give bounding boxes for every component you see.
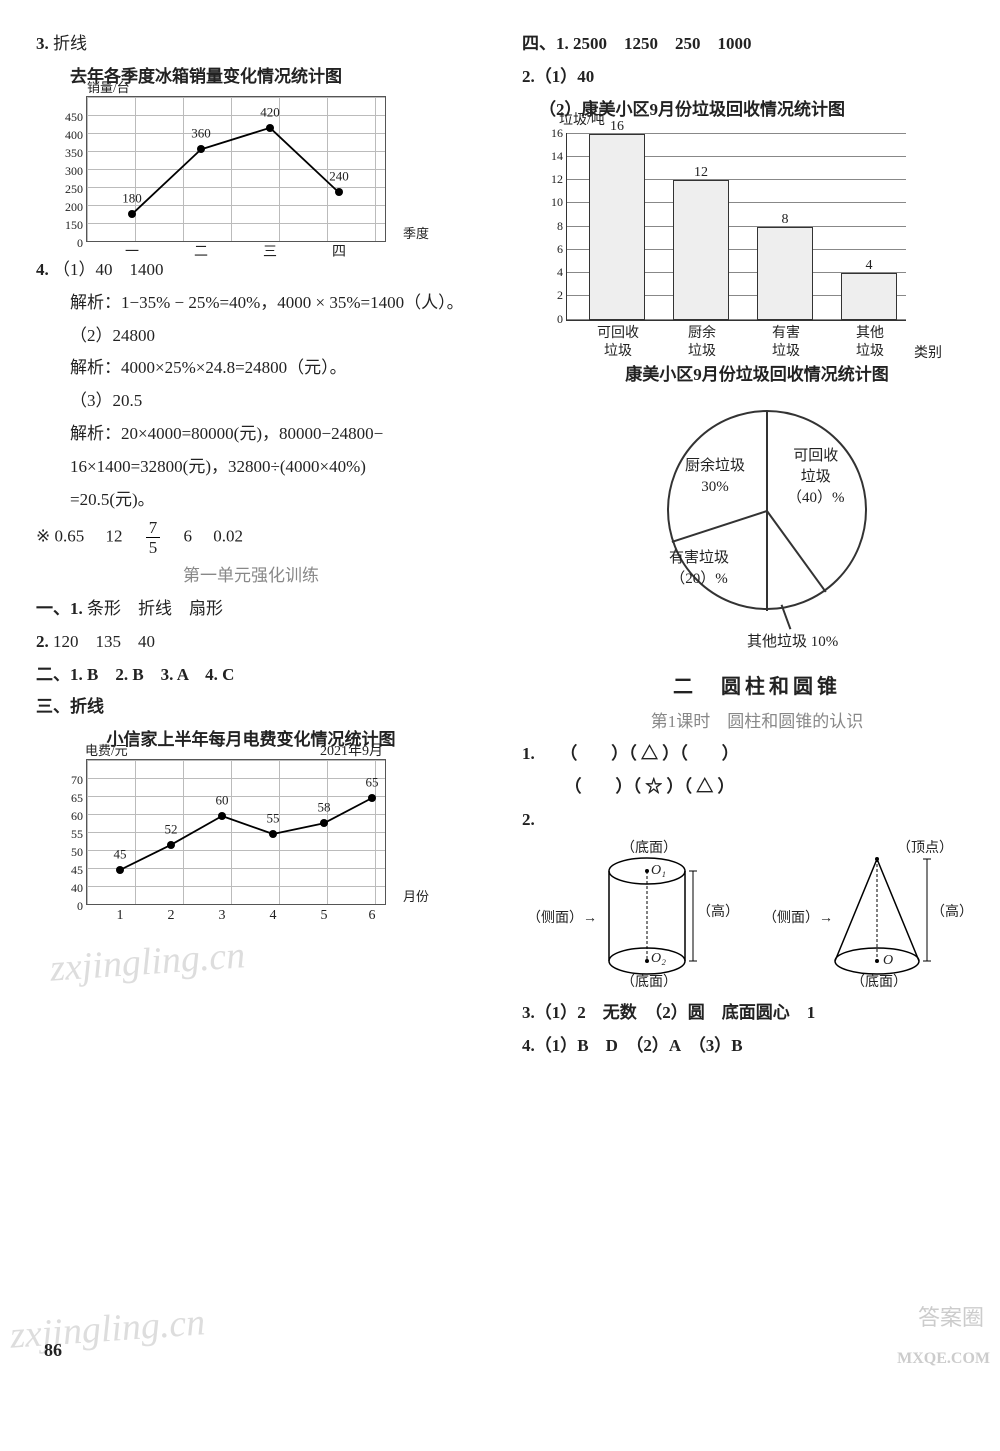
cone-diagram: （顶点） （侧面）→ （高） （底面） O <box>767 841 977 991</box>
cylinder-diagram: （底面） （侧面）→ （高） （底面） O₁ O₂ <box>537 841 737 991</box>
q4-3-exp1: 解析：20×4000=80000(元)，80000−24800− <box>36 420 466 449</box>
r2: 2.（1）40 <box>522 63 992 92</box>
rq3: 3.（1）2 无数 （2）圆 底面圆心 1 <box>522 999 992 1028</box>
bar-xlabel: 类别 <box>914 342 942 366</box>
chart2-ylabel: 电费/元 <box>85 740 128 762</box>
chart2: 电费/元 月份 2021年9月 040455055606570123456455… <box>86 759 386 905</box>
q1a: 1. （ ）（ △ ）（ ） <box>522 740 992 769</box>
q1b: （ ）（ ☆ ）（ △ ） <box>522 773 992 802</box>
pie-chart: 可回收 垃圾 （40）%其他垃圾 10%有害垃圾 （20）%厨余垃圾 30% <box>627 396 887 656</box>
page-root: 3. 折线 去年各季度冰箱销量变化情况统计图 销量/台 季度 015020025… <box>36 30 964 1352</box>
chart2-xlabel: 月份 <box>403 886 429 908</box>
p3: 二、1. B 2. B 3. A 4. C <box>36 661 466 690</box>
p4: 三、折线 <box>36 693 466 722</box>
chart1-ylabel: 销量/台 <box>87 77 130 99</box>
fraction: 75 <box>146 519 161 556</box>
lesson-title: 第1课时 圆柱和圆锥的认识 <box>522 708 992 737</box>
page-number: 86 <box>44 1335 62 1366</box>
q4-3: （3）20.5 <box>36 387 466 416</box>
p2: 2. 120 135 40 <box>36 628 466 657</box>
star-icon: ※ <box>36 526 50 545</box>
r1: 四、1. 2500 1250 250 1000 <box>522 30 992 59</box>
q3-prefix: 3. <box>36 34 49 53</box>
rq4: 4.（1）B D （2）A （3）B <box>522 1032 992 1061</box>
bar-chart: 垃圾/吨 类别 024681012141616可回收 垃圾12厨余 垃圾8有害 … <box>566 133 906 321</box>
q4-2-exp: 解析：4000×25%×24.8=24800（元）。 <box>36 354 466 383</box>
chart2-wrap: 电费/元 月份 2021年9月 040455055606570123456455… <box>52 759 466 905</box>
chart2-date: 2021年9月 <box>320 740 383 764</box>
section-title: 二 圆柱和圆锥 <box>522 670 992 704</box>
shape-diagrams: （底面） （侧面）→ （高） （底面） O₁ O₂ <box>522 841 992 991</box>
left-column: 3. 折线 去年各季度冰箱销量变化情况统计图 销量/台 季度 015020025… <box>36 30 466 1352</box>
star-line: ※ 0.65 12 75 6 0.02 <box>36 519 466 556</box>
q4-1-exp: 解析：1−35% − 25%=40%，4000 × 35%=1400（人）。 <box>36 289 466 318</box>
watermark-4: MXQE.COM <box>897 1345 990 1372</box>
right-column: 四、1. 2500 1250 250 1000 2.（1）40 （2）康美小区9… <box>522 30 992 1352</box>
q2-prefix: 2. <box>522 806 992 835</box>
unit-title: 第一单元强化训练 <box>36 562 466 591</box>
q4-2: （2）24800 <box>36 322 466 351</box>
chart1-wrap: 销量/台 季度 0150200250300350400450一二三四180360… <box>52 96 466 242</box>
q4-3-exp2: 16×1400=32800(元)，32800÷(4000×40%) <box>36 453 466 482</box>
chart1-xlabel: 季度 <box>403 223 429 245</box>
q3-ans: 折线 <box>53 34 87 53</box>
q4-1: 4. （1）40 1400 <box>36 256 466 285</box>
q4-prefix: 4. <box>36 260 49 279</box>
q4-3-exp3: =20.5(元)。 <box>36 486 466 515</box>
p1: 一、1. 条形 折线 扇形 <box>36 595 466 624</box>
chart1: 销量/台 季度 0150200250300350400450一二三四180360… <box>86 96 386 242</box>
watermark-3: 答案圈 <box>918 1299 984 1336</box>
q3: 3. 折线 <box>36 30 466 59</box>
